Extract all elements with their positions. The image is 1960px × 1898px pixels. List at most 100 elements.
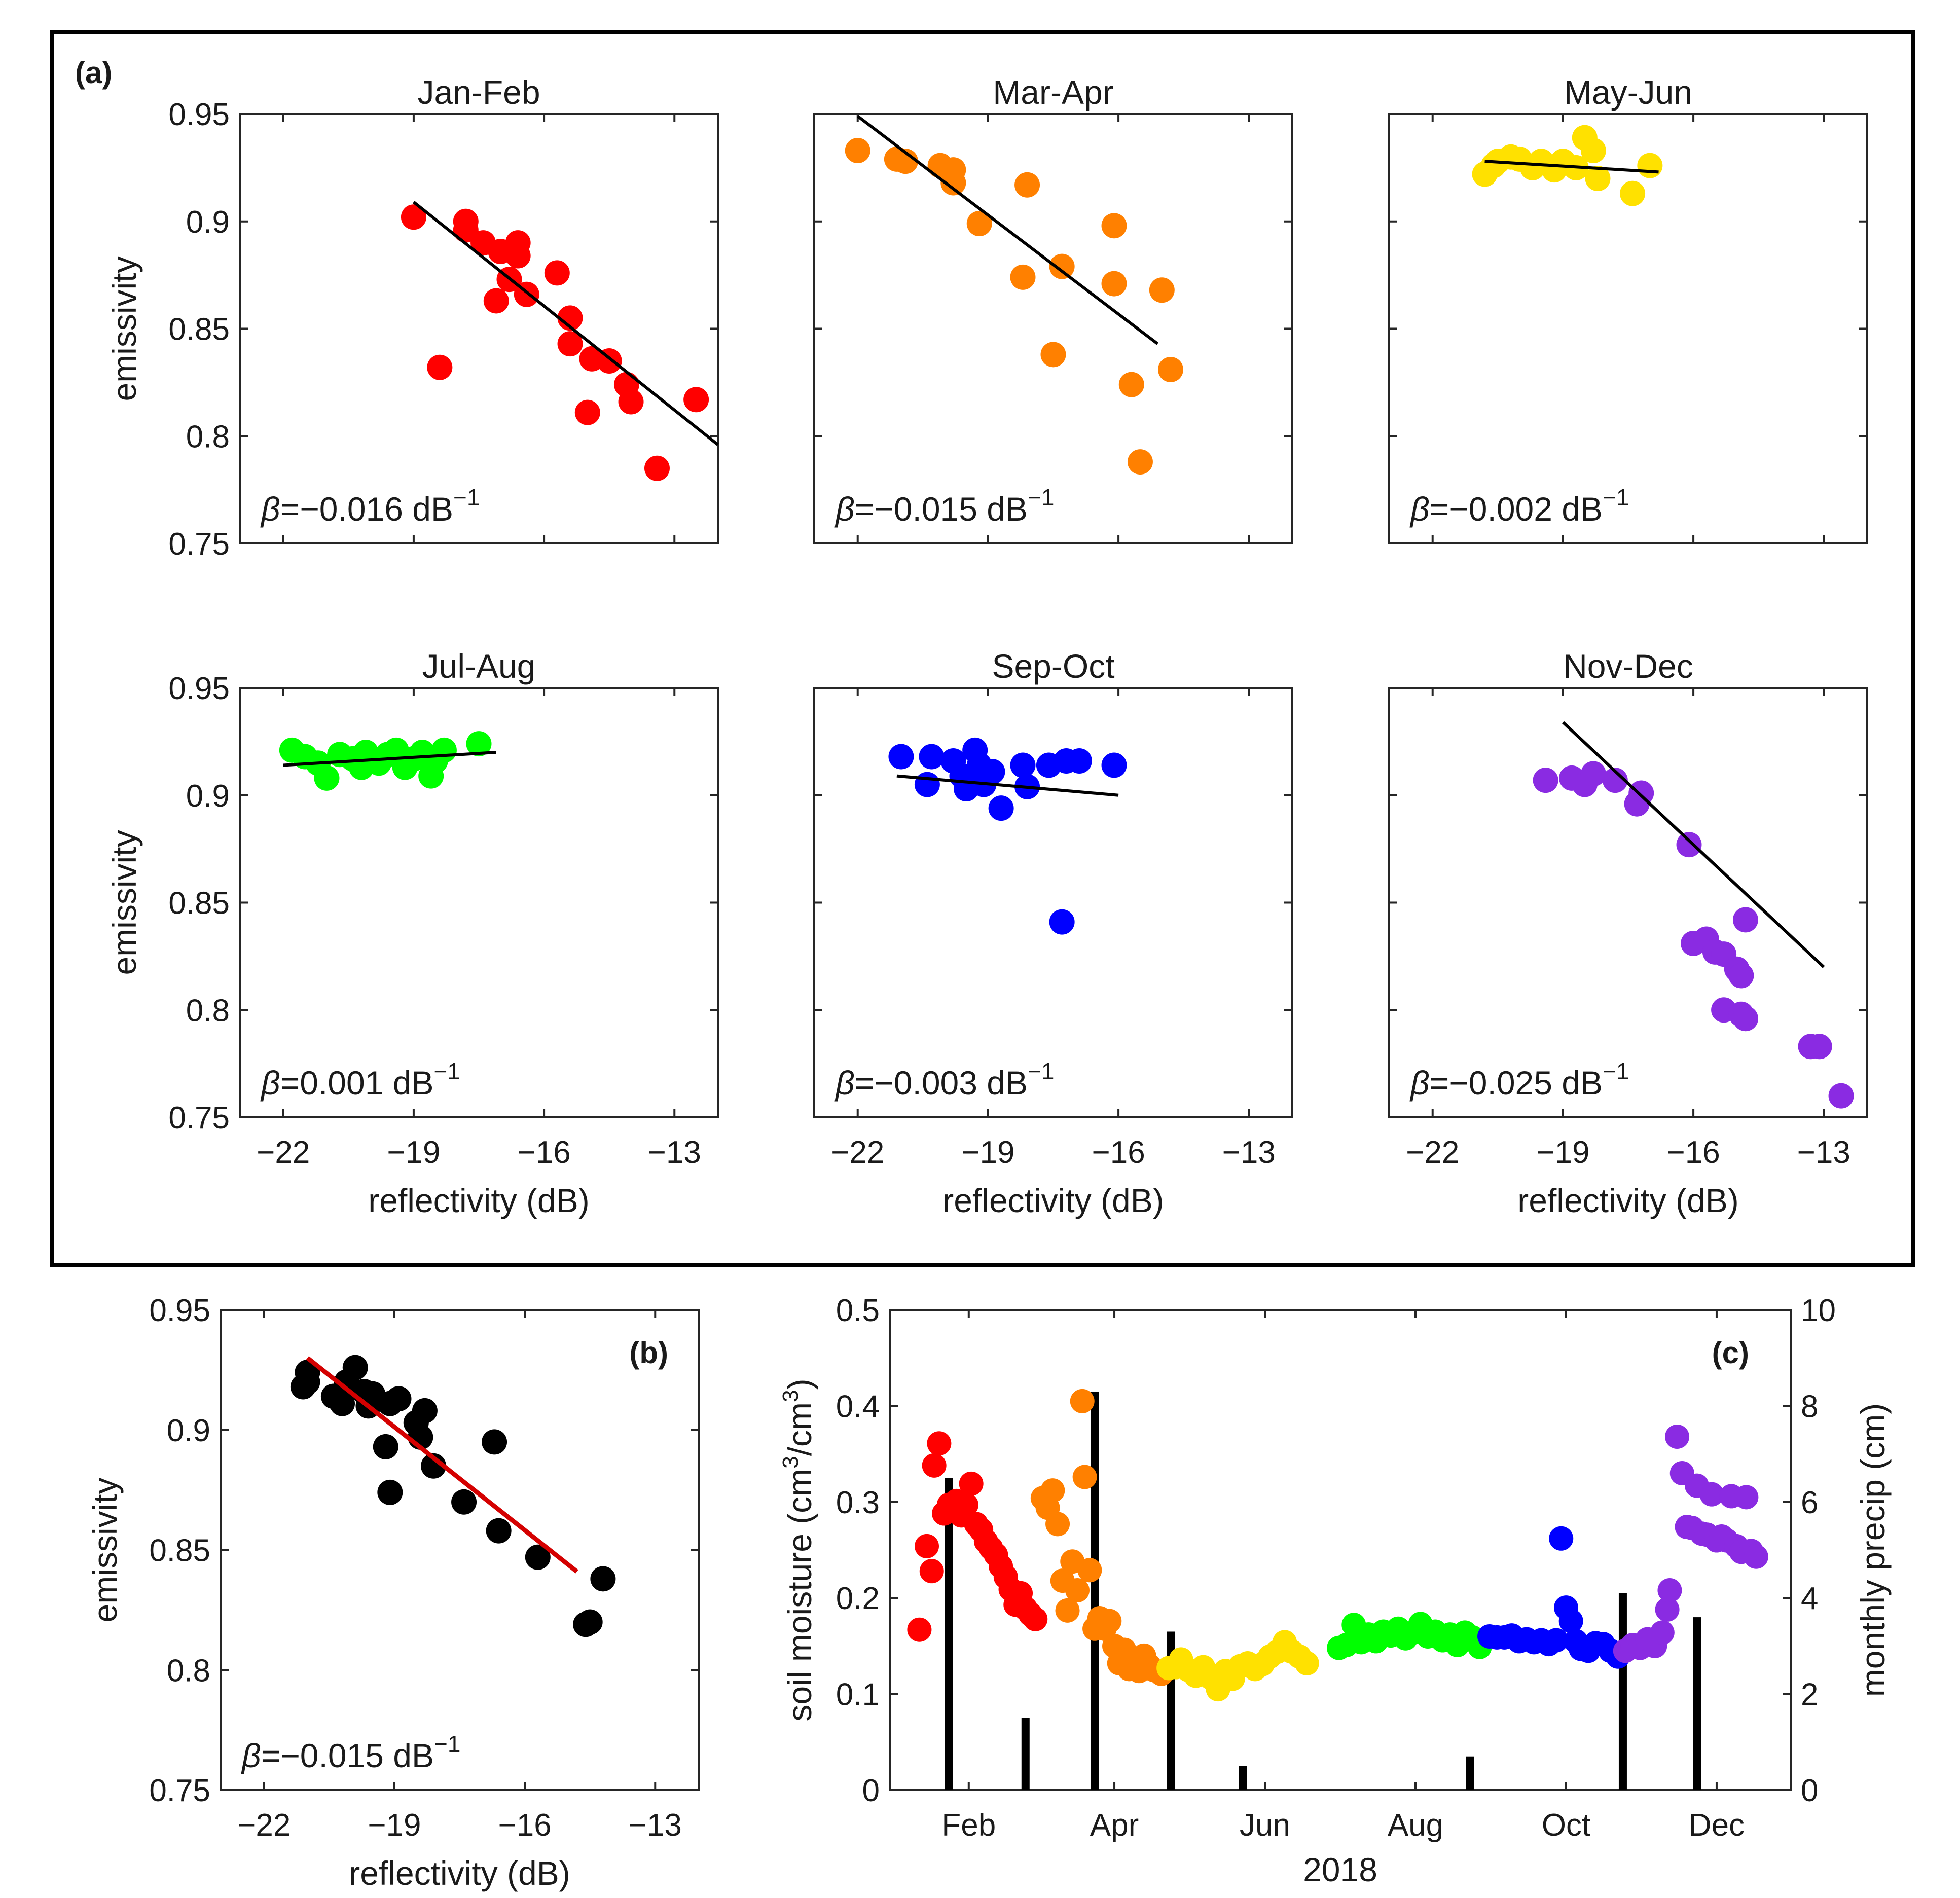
fit-line: [896, 774, 1119, 797]
soil-moisture-point: [1072, 1465, 1097, 1489]
plot-frame: [1388, 687, 1868, 1118]
y-tick-label: 0.2: [836, 1581, 880, 1616]
data-point: [893, 149, 919, 174]
data-point: [377, 1479, 403, 1505]
y-tick-label: 0.95: [168, 671, 230, 706]
scatter-panel-1: Mar-Apr β=−0.015 dB−1: [813, 74, 1293, 544]
soil-moisture-point: [1558, 1609, 1583, 1633]
soil-moisture-point: [1699, 1482, 1724, 1507]
precip-bar: [1692, 1617, 1701, 1790]
beta-value: =−0.003 dB: [855, 1064, 1028, 1102]
data-point: [1040, 342, 1066, 368]
data-point: [1010, 264, 1036, 290]
y-tick-label: 0.8: [186, 419, 230, 454]
y-axis-label: soil moisture (cm3/cm3): [778, 1378, 818, 1721]
data-point: [1676, 832, 1702, 858]
data-point: [1127, 449, 1153, 475]
beta-exponent: −1: [434, 1731, 460, 1757]
beta-symbol: β: [260, 1064, 280, 1102]
panel-a-label: (a): [75, 56, 112, 90]
x-axis-label: 2018: [1303, 1851, 1377, 1888]
data-point: [295, 1360, 320, 1385]
scatter-panel-5: −22 −19 −16 −13 Nov-Dec reflectivity (dB) β=−0…: [1388, 647, 1868, 1219]
y-tick-label: 0.75: [168, 1101, 230, 1136]
beta-symbol: β: [834, 490, 855, 528]
data-point: [373, 1434, 398, 1459]
x-tick-label: −19: [368, 1808, 421, 1843]
data-point: [940, 170, 966, 196]
x-tick-label: −19: [1536, 1135, 1589, 1170]
fit-line: [1562, 721, 1825, 968]
data-point: [330, 1391, 355, 1416]
data-point: [1049, 253, 1075, 279]
beta-value: =0.001 dB: [280, 1064, 434, 1102]
scatter-panel-4: −22 −19 −16 −13 Sep-Oct reflectivity (dB) β=−0…: [813, 647, 1293, 1219]
plot-frame: [813, 113, 1293, 544]
y2-tick-label: 8: [1801, 1389, 1818, 1424]
x-axis-label: reflectivity (dB): [1517, 1182, 1738, 1219]
panel-a-border: [50, 30, 1915, 1267]
x-tick-label: −22: [257, 1135, 310, 1170]
beta-symbol: β: [834, 1064, 855, 1102]
x-axis-label: reflectivity (dB): [368, 1182, 589, 1219]
beta-symbol: β: [1409, 1064, 1430, 1102]
data-point: [1585, 166, 1611, 192]
y-axis-label: emissivity: [105, 256, 143, 401]
y-tick-label: 0.9: [186, 205, 230, 240]
data-point: [557, 305, 583, 331]
soil-moisture-point: [1655, 1597, 1680, 1622]
precip-bar: [945, 1478, 953, 1790]
y2-tick-label: 2: [1801, 1677, 1818, 1712]
y-label-part: soil moisture (cm: [781, 1469, 818, 1722]
y-tick-label: 0.9: [167, 1413, 210, 1448]
panel-title: Sep-Oct: [992, 647, 1114, 685]
y-tick-label: 0.3: [836, 1485, 880, 1520]
panel-b-label: (b): [629, 1336, 668, 1370]
data-point: [683, 387, 709, 413]
data-point: [314, 765, 340, 791]
beta-exponent: −1: [434, 1058, 460, 1084]
data-point: [1101, 752, 1127, 778]
data-point: [979, 759, 1005, 785]
data-point: [1602, 768, 1628, 793]
x-tick-label: −13: [1797, 1135, 1850, 1170]
beta-annotation: β=−0.025 dB−1: [1409, 1058, 1629, 1102]
x-tick-label: Apr: [1090, 1808, 1139, 1843]
y-tick-label: 0.85: [168, 312, 230, 347]
y-tick-label: 0.9: [186, 779, 230, 814]
data-point: [1580, 761, 1606, 787]
x-tick-label: −16: [1667, 1135, 1720, 1170]
scatter-panel-2: May-Jun β=−0.002 dB−1: [1388, 74, 1868, 544]
data-point: [386, 1386, 412, 1412]
x-tick-label: Feb: [941, 1808, 996, 1843]
soil-moisture-point: [1294, 1651, 1319, 1675]
data-point: [525, 1544, 551, 1570]
precip-bar: [1091, 1391, 1099, 1790]
fit-line: [856, 115, 1159, 345]
beta-exponent: −1: [1603, 1058, 1629, 1084]
beta-value: =−0.016 dB: [280, 490, 453, 528]
data-point: [421, 1453, 447, 1479]
data-point: [1066, 748, 1092, 774]
beta-annotation: β=0.001 dB−1: [260, 1058, 460, 1102]
plots: 0.750.80.850.90.95Jan-Febemissivityβ=−0.…: [86, 74, 1892, 1892]
data-point: [1049, 909, 1075, 935]
y-label-superscript: 3: [778, 1390, 803, 1402]
soil-moisture-point: [1055, 1598, 1080, 1623]
data-point: [412, 1398, 438, 1424]
beta-exponent: −1: [453, 484, 480, 510]
scatter-panel-0: 0.75 0.8 0.85 0.9 0.95 Jan-Feb emissivity β=−0.…: [105, 74, 719, 562]
beta-annotation: β=−0.015 dB−1: [241, 1731, 460, 1774]
x-tick-label: −22: [237, 1808, 291, 1843]
fit-line: [1484, 160, 1659, 174]
x-tick-label: Aug: [1388, 1808, 1443, 1843]
data-point: [342, 1355, 368, 1380]
data-point: [505, 243, 531, 269]
soil-moisture-point: [919, 1559, 944, 1584]
data-point: [1620, 180, 1646, 206]
precip-bar: [1239, 1766, 1247, 1790]
precip-bar: [1021, 1718, 1030, 1790]
y-tick-label: 0.8: [186, 993, 230, 1028]
soil-moisture-point: [1650, 1620, 1675, 1645]
